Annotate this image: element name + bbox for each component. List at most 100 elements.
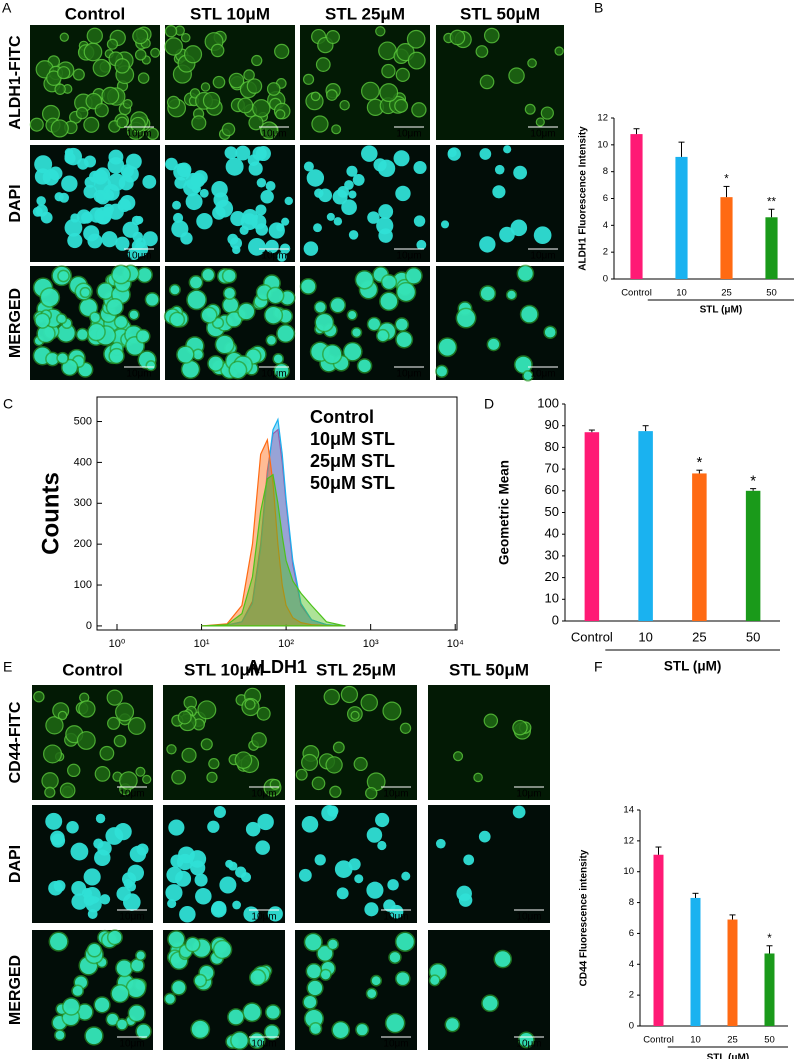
nucleus [321, 970, 331, 980]
y-tick-label: 400 [74, 456, 92, 468]
micrograph: 10μm [436, 145, 564, 262]
cell [244, 698, 256, 710]
x-tick-label: 10 [690, 1035, 701, 1046]
cell [43, 744, 63, 764]
bar [638, 431, 653, 621]
cell [113, 734, 127, 748]
cell [106, 38, 119, 50]
nucleus [380, 293, 398, 310]
nucleus [492, 185, 506, 199]
y-axis-label: Counts [37, 472, 64, 555]
nucleus [42, 169, 60, 186]
nucleus [85, 1027, 103, 1045]
bar [745, 490, 761, 621]
nucleus [366, 827, 383, 843]
cell [44, 786, 56, 798]
nucleus [135, 216, 144, 225]
nucleus [57, 324, 75, 342]
y-axis-label: Geometric Mean [497, 460, 512, 565]
nucleus [401, 871, 411, 881]
nucleus [533, 226, 552, 245]
nucleus [77, 329, 88, 340]
nucleus [137, 330, 150, 343]
nucleus [214, 941, 231, 958]
nucleus [371, 976, 381, 986]
bar [584, 432, 600, 621]
nucleus [168, 819, 185, 836]
nucleus [172, 200, 181, 210]
nucleus [178, 846, 195, 864]
nucleus [171, 220, 189, 238]
nucleus [332, 189, 348, 205]
nucleus [67, 233, 83, 249]
nucleus [231, 1032, 248, 1049]
panel-letter: D [484, 396, 494, 412]
nucleus [97, 283, 113, 299]
micrograph: 10μm [164, 25, 295, 140]
bar [720, 197, 733, 279]
cell [106, 689, 123, 706]
nucleus [389, 904, 404, 919]
nucleus [46, 353, 59, 365]
cell [554, 46, 564, 56]
nucleus [255, 840, 270, 855]
cell [134, 49, 147, 61]
nucleus [229, 362, 246, 379]
nucleus [344, 343, 362, 361]
scale-bar-label: 10μm [530, 129, 555, 140]
nucleus [175, 870, 192, 887]
cell [54, 83, 66, 95]
bar [765, 217, 778, 279]
nucleus [83, 868, 101, 886]
cell [166, 744, 177, 755]
nucleus [36, 196, 46, 206]
nucleus [488, 338, 500, 350]
nucleus [276, 223, 285, 232]
cell [395, 67, 410, 82]
scale-bar-label: 10μm [119, 789, 144, 800]
cell [310, 91, 321, 102]
scale-bar-label: 10μm [383, 912, 408, 923]
micrograph: 10μm [32, 805, 153, 923]
row-label: CD44-FITC [7, 701, 24, 783]
micrograph: 10μm [436, 25, 564, 140]
nucleus [367, 211, 380, 224]
nucleus [123, 879, 133, 889]
nucleus [116, 960, 132, 976]
nucleus [35, 204, 48, 217]
cell [407, 51, 426, 70]
nucleus [352, 173, 365, 186]
y-tick-label: 0 [552, 612, 559, 627]
cell [221, 122, 236, 137]
nucleus [101, 231, 118, 248]
cell [67, 763, 81, 778]
nucleus [361, 145, 378, 162]
nucleus [348, 311, 357, 320]
nucleus [194, 873, 208, 887]
significance-mark: * [750, 473, 756, 490]
nucleus [35, 314, 49, 328]
x-axis-label: ALDH1 [247, 657, 307, 677]
nucleus [109, 349, 124, 363]
nucleus [165, 884, 183, 902]
nucleus [303, 995, 317, 1009]
x-axis-label: STL (μM) [700, 305, 743, 316]
cell [325, 30, 340, 45]
cell [130, 116, 146, 133]
cell [323, 688, 340, 706]
nucleus [125, 153, 142, 170]
nucleus [227, 312, 242, 327]
nucleus [265, 306, 282, 324]
nucleus [185, 172, 203, 190]
nucleus [318, 188, 333, 203]
y-tick-label: 6 [603, 193, 608, 204]
scale-bar-label: 10μm [516, 1039, 541, 1050]
nucleus [386, 1014, 404, 1032]
nucleus [480, 286, 495, 301]
nucleus [107, 1013, 119, 1025]
micrograph-background [300, 145, 430, 262]
nucleus [177, 346, 194, 363]
cell [202, 91, 221, 110]
nucleus [45, 812, 63, 830]
